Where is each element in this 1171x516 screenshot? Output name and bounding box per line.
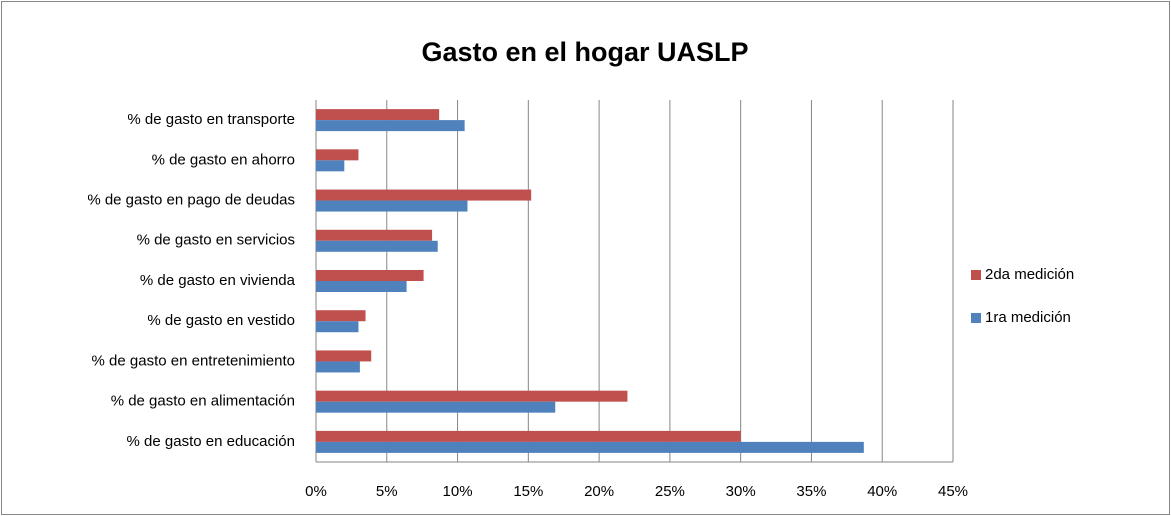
y-tick-label: % de gasto en pago de deudas (87, 192, 295, 209)
bar (316, 310, 366, 322)
x-tick-label: 15% (513, 483, 543, 500)
bar (316, 281, 407, 292)
bar (316, 200, 468, 212)
y-tick-label: % de gasto en transporte (127, 111, 295, 128)
x-tick-label: 35% (796, 483, 826, 500)
y-tick-label: % de gasto en educación (127, 433, 295, 450)
bar (316, 109, 440, 121)
legend-swatch (971, 270, 981, 280)
bar (316, 321, 359, 333)
y-tick-label: % de gasto en vivienda (140, 272, 296, 289)
bar (316, 160, 345, 172)
legend-label: 1ra medición (985, 309, 1071, 326)
x-tick-label: 30% (726, 483, 756, 500)
bar (316, 350, 372, 362)
y-tick-label: % de gasto en entretenimiento (92, 352, 295, 369)
bar (316, 120, 465, 132)
bar (316, 189, 532, 201)
y-tick-label: % de gasto en ahorro (152, 151, 295, 168)
x-tick-label: 45% (938, 483, 968, 500)
bar (316, 149, 359, 161)
chart-title: Gasto en el hogar UASLP (421, 37, 748, 67)
bar (316, 390, 628, 402)
bar (316, 401, 556, 413)
legend-label: 2da medición (985, 266, 1074, 283)
y-tick-label: % de gasto en servicios (137, 232, 295, 249)
legend-swatch (971, 313, 981, 323)
x-tick-label: 0% (305, 483, 327, 500)
x-tick-label: 10% (443, 483, 473, 500)
bar (316, 229, 433, 241)
x-tick-label: 20% (584, 483, 614, 500)
x-tick-label: 40% (867, 483, 897, 500)
x-tick-label: 25% (655, 483, 685, 500)
bar (316, 270, 424, 281)
y-tick-label: % de gasto en alimentación (111, 393, 295, 410)
bar (316, 441, 864, 453)
bar (316, 361, 360, 373)
y-tick-label: % de gasto en vestido (147, 312, 295, 329)
bar (316, 240, 438, 252)
bar (316, 430, 741, 442)
x-tick-label: 5% (376, 483, 398, 500)
